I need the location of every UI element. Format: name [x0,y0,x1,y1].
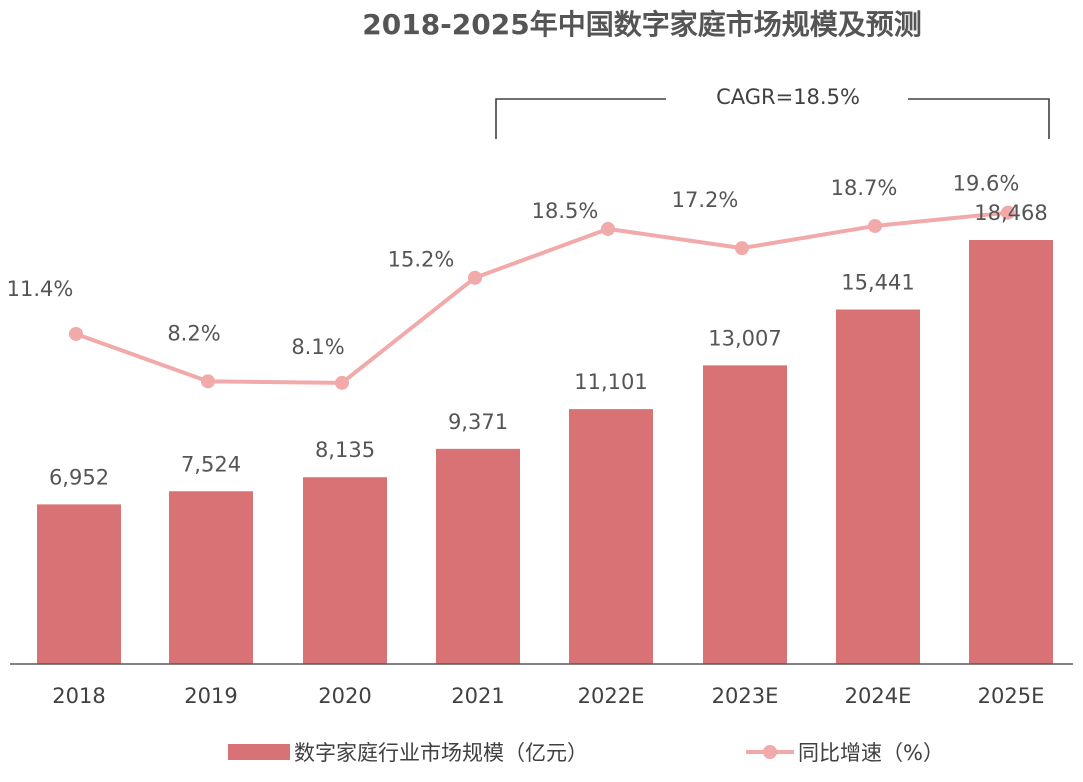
growth-point-2018 [69,326,83,341]
x-tick-2021: 2021 [451,684,504,708]
bar-label-2023E: 13,007 [708,326,781,350]
growth-label-2020: 8.1% [291,335,344,359]
bar-series [37,240,1053,664]
legend-bar-swatch [228,744,290,760]
legend-line-marker [763,745,777,759]
cagr-label: CAGR=18.5% [716,85,860,109]
growth-line-series [69,205,1015,390]
growth-label-2022E: 18.5% [532,199,599,223]
bar-2022E [569,409,653,664]
x-tick-2020: 2020 [318,684,371,708]
cagr-bracket-right [908,98,1050,139]
bar-label-2018: 6,952 [49,465,109,489]
x-tick-2022E: 2022E [578,684,645,708]
growth-value-labels: 11.4% 8.2% 8.1% 15.2% 18.5% 17.2% 18.7% 19.6% [7,172,1020,359]
bar-2018 [37,504,121,664]
chart-title: 2018-2025年中国数字家庭市场规模及预测 [362,8,921,41]
growth-label-2018: 11.4% [7,277,74,301]
x-axis-ticks: 2018 2019 2020 2021 2022E 2023E 2024E 2025E [52,684,1044,708]
bar-label-2025E: 18,468 [974,201,1047,225]
bar-2023E [703,365,787,664]
growth-line [75,210,1009,385]
growth-label-2023E: 17.2% [672,188,739,212]
growth-label-2021: 15.2% [388,248,455,272]
bar-2021 [436,448,520,664]
bar-2025E [969,240,1053,664]
cagr-bracket-left [495,98,666,139]
growth-point-2020 [335,375,349,390]
x-tick-2024E: 2024E [845,684,912,708]
cagr-annotation: CAGR=18.5% [495,85,1050,139]
growth-point-2024E [868,218,882,233]
bar-2020 [303,477,387,664]
growth-label-2019: 8.2% [167,321,220,345]
x-tick-2025E: 2025E [978,684,1045,708]
x-tick-2018: 2018 [52,684,105,708]
growth-label-2025E: 19.6% [953,172,1020,196]
legend: 数字家庭行业市场规模（亿元） 同比增速（%） [228,741,944,765]
bar-label-2024E: 15,441 [841,270,914,294]
bar-label-2019: 7,524 [181,452,241,476]
growth-point-2023E [735,241,749,256]
legend-line-label: 同比增速（%） [798,741,944,765]
growth-point-2019 [201,374,215,389]
x-tick-2019: 2019 [184,684,237,708]
growth-point-2025E [1001,205,1015,220]
bar-2024E [836,309,920,664]
legend-bar-label: 数字家庭行业市场规模（亿元） [294,741,588,765]
growth-label-2024E: 18.7% [831,176,898,200]
bar-label-2022E: 11,101 [574,370,647,394]
growth-point-2022E [601,221,615,236]
x-tick-2023E: 2023E [712,684,779,708]
bar-label-2020: 8,135 [315,438,375,462]
bar-value-labels: 6,952 7,524 8,135 9,371 11,101 13,007 15,441 18… [49,201,1048,489]
bar-2019 [169,491,253,664]
bar-label-2021: 9,371 [448,410,508,434]
growth-point-2021 [468,270,482,285]
